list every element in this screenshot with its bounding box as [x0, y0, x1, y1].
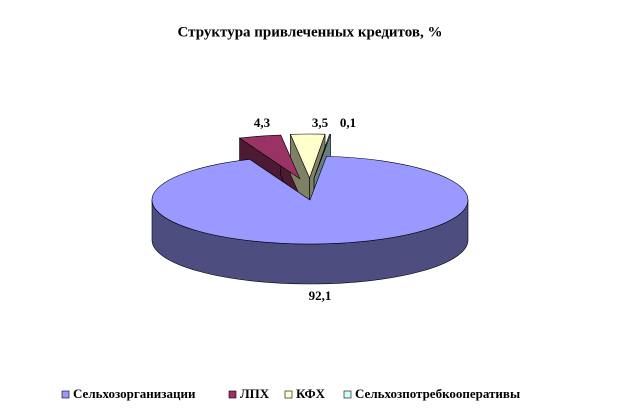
data-label: 3,5 [312, 115, 329, 130]
legend-swatch [343, 390, 352, 399]
chart-title: Структура привлеченных кредитов, % [178, 24, 443, 40]
legend-swatch [228, 390, 237, 399]
data-label: 0,1 [340, 115, 356, 130]
data-label: 4,3 [254, 115, 271, 130]
legend-swatch [61, 390, 70, 399]
slice-top [313, 134, 332, 179]
legend-swatch [284, 390, 293, 399]
slice-top [238, 134, 301, 180]
legend-label: ЛПХ [240, 386, 270, 401]
data-label: 92,1 [309, 288, 332, 303]
legend-label: Сельхозорганизации [73, 386, 196, 401]
slice-top [289, 133, 326, 179]
legend-label: КФХ [296, 386, 326, 401]
slice-top [151, 155, 469, 245]
legend-label: Сельхозпотребкооперативы [355, 386, 520, 401]
